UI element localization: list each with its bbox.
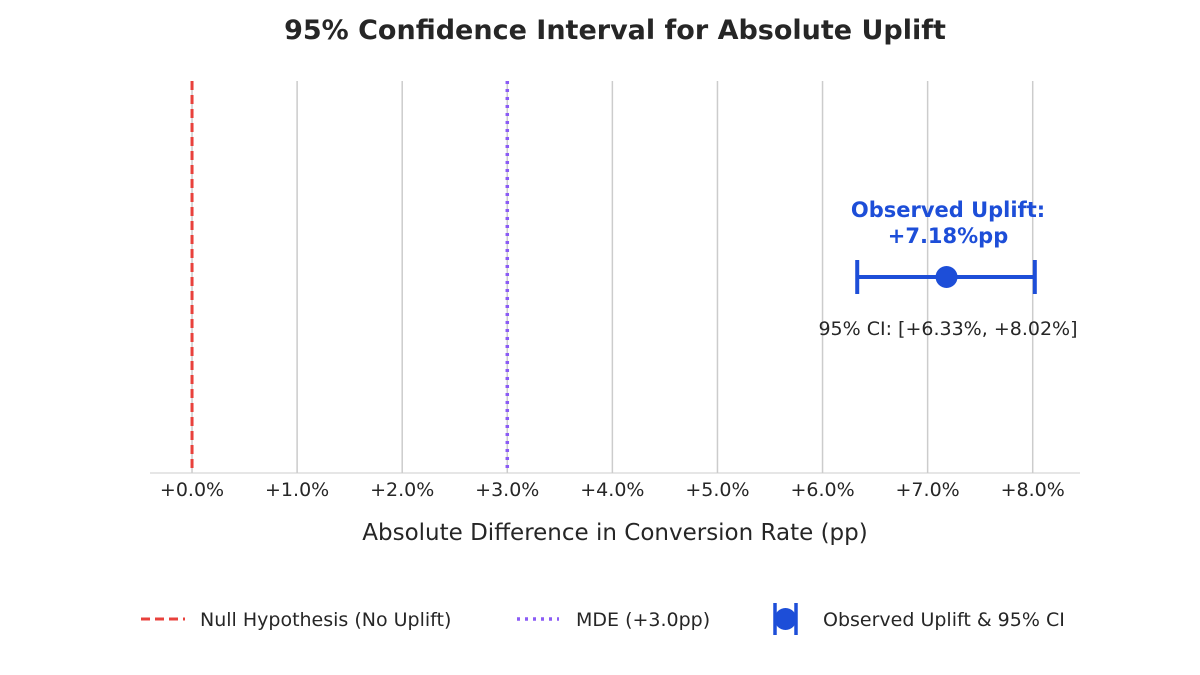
x-tick-label: +3.0% [475,479,539,501]
x-tick-label: +8.0% [1001,479,1065,501]
x-tick-labels: +0.0% +1.0% +2.0% +3.0% +4.0% +5.0% +6.0% +7.0%… [160,479,1065,501]
legend: Null Hypothesis (No Uplift) MDE (+3.0pp)… [141,603,1065,635]
chart-title: 95% Confidence Interval for Absolute Upl… [284,15,946,46]
x-tick-label: +1.0% [265,479,329,501]
legend-null-label: Null Hypothesis (No Uplift) [200,609,451,631]
reference-lines [190,81,510,473]
legend-errorbar-marker-icon [773,603,798,635]
point-label-line2: +7.18%pp [888,224,1009,248]
ci-label: 95% CI: [+6.33%, +8.02%] [818,318,1077,340]
legend-observed-label: Observed Uplift & 95% CI [823,609,1065,631]
legend-mde-label: MDE (+3.0pp) [576,609,710,631]
x-tick-label: +4.0% [580,479,644,501]
errorbar-series [855,260,1037,294]
point-label-line1: Observed Uplift: [851,198,1045,222]
x-tick-label: +0.0% [160,479,224,501]
x-tick-label: +2.0% [370,479,434,501]
x-tick-label: +5.0% [685,479,749,501]
x-axis-label: Absolute Difference in Conversion Rate (… [362,520,867,546]
x-tick-label: +6.0% [790,479,854,501]
x-tick-label: +7.0% [896,479,960,501]
observed-uplift-point [935,266,958,288]
